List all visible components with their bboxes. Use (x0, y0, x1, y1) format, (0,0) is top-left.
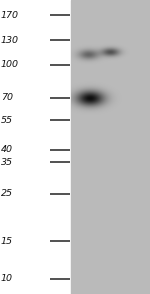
Text: 10: 10 (1, 274, 13, 283)
Text: 55: 55 (1, 116, 13, 125)
Text: 35: 35 (1, 158, 13, 167)
Bar (70, 0, 150, 294)
Text: 70: 70 (1, 93, 13, 102)
Text: 40: 40 (1, 145, 13, 154)
Text: 170: 170 (1, 11, 19, 20)
Bar (0, 0, 70, 294)
Text: 15: 15 (1, 237, 13, 246)
Text: 130: 130 (1, 36, 19, 45)
Text: 100: 100 (1, 60, 19, 69)
Text: 25: 25 (1, 189, 13, 198)
